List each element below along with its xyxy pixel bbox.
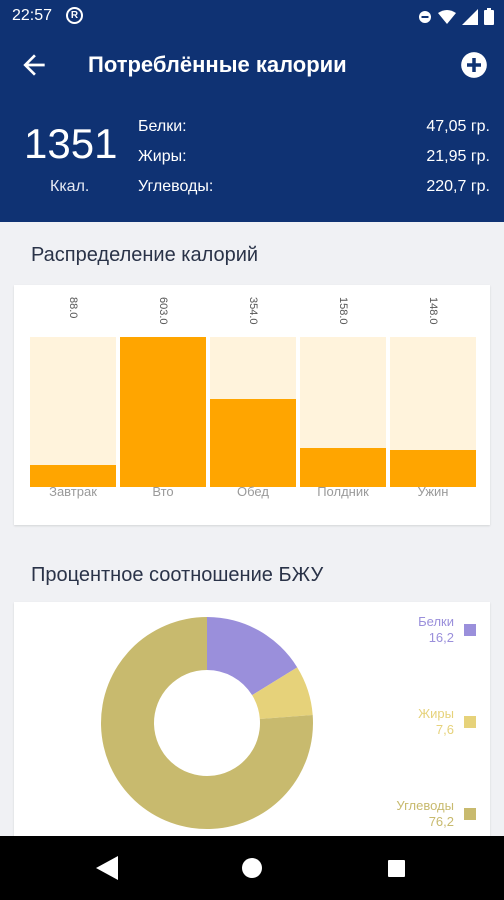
notification-icon: R [66, 7, 83, 24]
bar-category-label: Ужин [417, 484, 449, 499]
legend-label: Жиры [418, 706, 454, 721]
bar-value-label: 354.0 [247, 297, 259, 325]
bar-background [300, 337, 386, 487]
macro-label: Белки: [138, 118, 187, 135]
dnd-icon [419, 10, 431, 23]
bar-value-label: 88.0 [67, 297, 79, 319]
bar[interactable] [300, 447, 386, 487]
bar-value-label: 148.0 [427, 297, 439, 325]
status-time: 22:57 [12, 7, 53, 24]
legend-value: 7,6 [435, 722, 454, 737]
bar-background [390, 337, 476, 487]
legend-swatch [464, 808, 476, 820]
macro-ratio-title: Процентное соотношение БЖУ [31, 564, 324, 586]
pie-slice[interactable] [101, 617, 314, 829]
legend-swatch [464, 624, 476, 636]
calorie-distribution-title: Распределение калорий [31, 244, 259, 266]
macro-row-fat: Жиры: 21,95 гр. [138, 148, 490, 166]
status-bar: 22:57 R [0, 0, 504, 32]
total-kcal-value: 1351 [24, 120, 118, 167]
bar-category-label: Обед [237, 484, 269, 499]
back-arrow-icon[interactable] [18, 49, 50, 81]
donut-chart [101, 617, 314, 829]
legend-value: 76,2 [428, 814, 454, 829]
pie-slice[interactable] [207, 617, 298, 696]
legend-value: 16,2 [428, 630, 454, 645]
macro-row-carbs: Углеводы: 220,7 гр. [138, 178, 490, 196]
macro-ratio-chart: Белки 16,2 Жиры 7,6 Углеводы 76,2 [14, 602, 490, 842]
bar-category-label: Полдник [317, 484, 369, 499]
add-circle-icon[interactable] [460, 51, 488, 79]
bar[interactable] [30, 465, 116, 487]
pie-slice[interactable] [252, 667, 313, 720]
legend-swatch [464, 716, 476, 728]
nav-back-icon[interactable] [96, 856, 118, 880]
calorie-summary: 1351 Ккал. Белки: 47,05 гр. Жиры: 21,95 … [0, 98, 504, 222]
bar-value-label: 603.0 [157, 297, 169, 325]
bar-background [30, 337, 116, 487]
bar[interactable] [210, 398, 296, 487]
bar[interactable] [390, 450, 476, 487]
battery-icon [484, 8, 494, 25]
kcal-unit-label: Ккал. [50, 178, 90, 195]
calorie-distribution-chart: 88.0 Завтрак 603.0 Вто 354.0 Обед 158.0 Полдник… [14, 285, 490, 525]
macro-value: 220,7 гр. [426, 178, 490, 195]
bar-category-label: Завтрак [49, 484, 97, 499]
bar-background [120, 337, 206, 487]
nav-home-icon[interactable] [242, 858, 262, 878]
macro-row-protein: Белки: 47,05 гр. [138, 118, 490, 136]
bar-category-label: Вто [152, 484, 174, 499]
legend-label: Белки [418, 614, 454, 629]
legend-label: Углеводы [396, 798, 454, 813]
app-bar: Потреблённые калории [0, 32, 504, 98]
status-icons [418, 8, 494, 25]
bar[interactable] [120, 337, 206, 487]
legend-item: Белки 16,2 [418, 614, 476, 646]
legend-item: Углеводы 76,2 [396, 798, 476, 830]
legend-item: Жиры 7,6 [418, 706, 476, 738]
macro-label: Углеводы: [138, 178, 214, 195]
nav-recents-icon[interactable] [388, 860, 405, 877]
macro-label: Жиры: [138, 148, 187, 165]
macro-value: 47,05 гр. [426, 118, 490, 135]
signal-icon [462, 8, 478, 25]
wifi-icon [438, 9, 456, 24]
page-title: Потреблённые калории [88, 52, 347, 77]
system-nav-bar [0, 836, 504, 900]
macro-value: 21,95 гр. [426, 148, 490, 165]
bar-value-label: 158.0 [337, 297, 349, 325]
bar-background [210, 337, 296, 487]
